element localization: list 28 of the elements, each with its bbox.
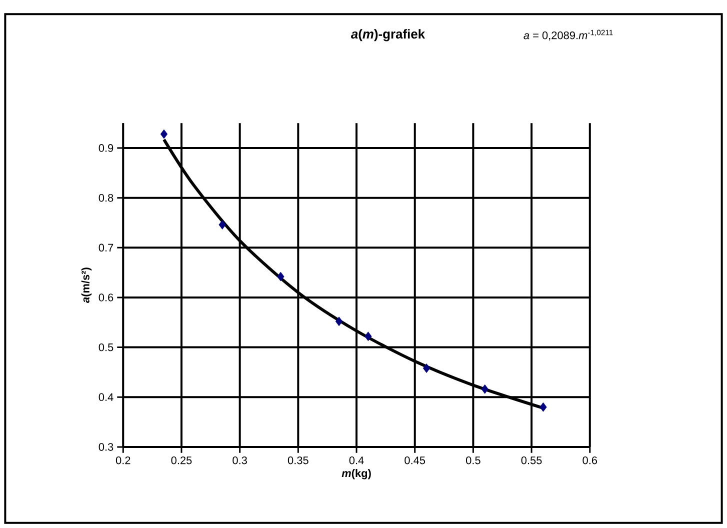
x-tick-label: 0.55 [521,456,542,464]
y-axis-title: a(m/s²) [81,268,92,303]
y-tick-label: 0.5 [98,343,114,352]
point [218,220,226,230]
point [422,363,430,373]
point [160,129,168,139]
x-tick-label: 0.35 [288,456,308,464]
chart-title: a(m)-grafiek [351,29,426,42]
y-tick-label: 0.3 [98,443,114,451]
x-tick-label: 0.2 [116,456,130,464]
point [364,332,372,341]
x-tick-label: 0.45 [404,456,426,464]
x-axis-title: m(kg) [342,469,371,480]
point [335,316,343,326]
y-tick-label: 0.6 [98,294,114,302]
y-tick-label: 0.8 [98,194,114,202]
text: a = 0,2089.m$^{-1,0211}$ [524,30,613,40]
x-tick-label: 0.3 [232,456,247,464]
y-tick-label: 0.9 [98,144,114,152]
y-tick-label: 0.7 [98,244,114,252]
x-tick-label: 0.5 [466,456,480,464]
point [277,272,284,282]
point [481,384,488,394]
x-tick-label: 0.4 [349,456,364,464]
x-tick-label: 0.6 [582,456,598,464]
y-tick-label: 0.4 [98,393,114,401]
x-tick-label: 0.25 [171,456,192,464]
point [540,402,547,412]
